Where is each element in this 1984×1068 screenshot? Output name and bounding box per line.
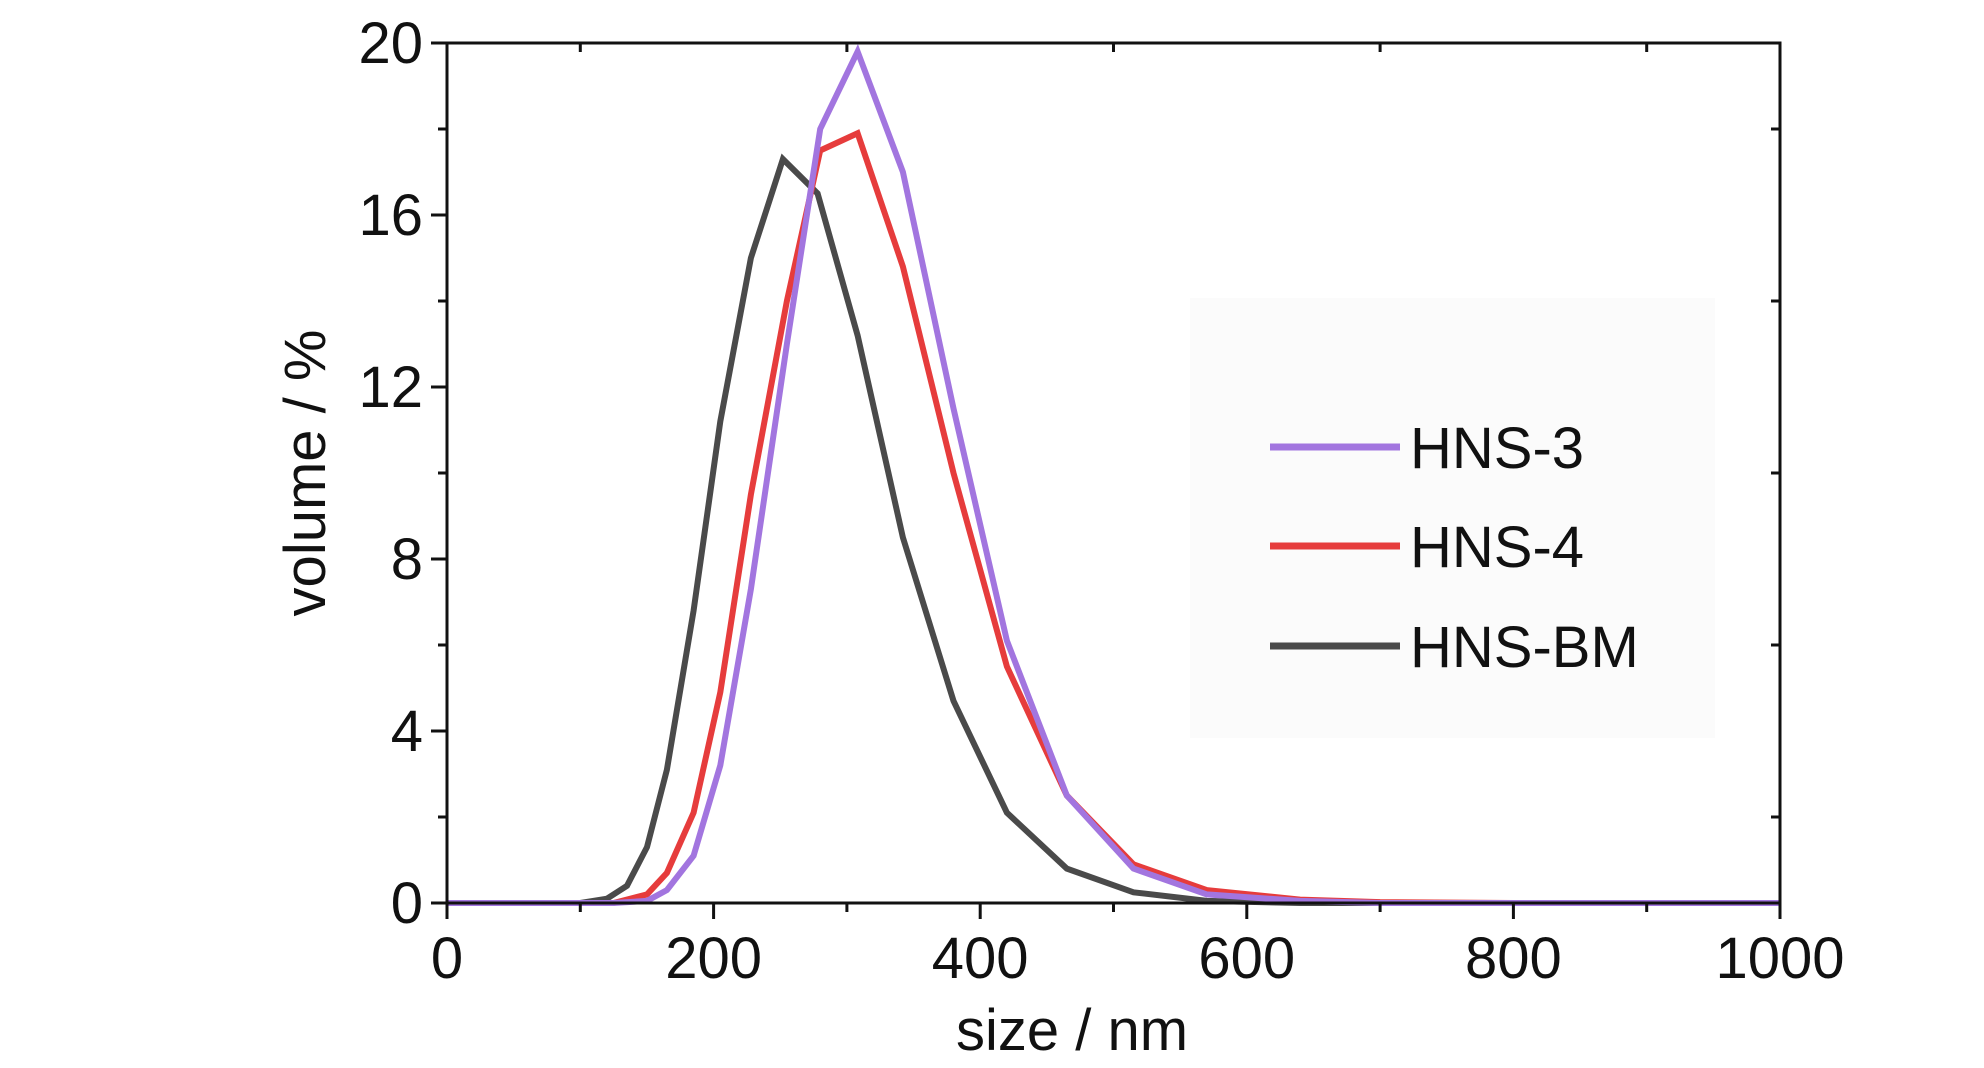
y-tick-label: 0: [391, 871, 423, 936]
x-tick-label: 400: [932, 926, 1029, 991]
x-axis-label: size / nm: [956, 998, 1188, 1063]
y-tick-label: 12: [358, 355, 423, 420]
legend-label-hns-4: HNS-4: [1410, 515, 1584, 580]
x-tick-label: 1000: [1715, 926, 1844, 991]
x-tick-label: 200: [665, 926, 762, 991]
y-tick-label: 16: [358, 183, 423, 248]
x-tick-label: 0: [431, 926, 463, 991]
x-tick-label: 800: [1465, 926, 1562, 991]
y-tick-label: 20: [358, 11, 423, 76]
series-line-hns-bm: [447, 153, 1780, 906]
y-tick-label: 8: [391, 527, 423, 592]
legend-label-hns-bm: HNS-BM: [1410, 615, 1639, 680]
y-axis-label: volume / %: [273, 330, 338, 617]
series-line-hns-3: [447, 43, 1780, 906]
legend-background: [1190, 298, 1715, 738]
legend: HNS-3 HNS-4 HNS-BM: [1270, 416, 1639, 680]
ticks-layer: 0 200 400 600 800 1000 0 4 8 12 16 20: [358, 11, 1844, 991]
legend-label-hns-3: HNS-3: [1410, 416, 1584, 481]
x-tick-label: 600: [1198, 926, 1295, 991]
series-layer: [447, 43, 1780, 906]
y-tick-label: 4: [391, 699, 423, 764]
